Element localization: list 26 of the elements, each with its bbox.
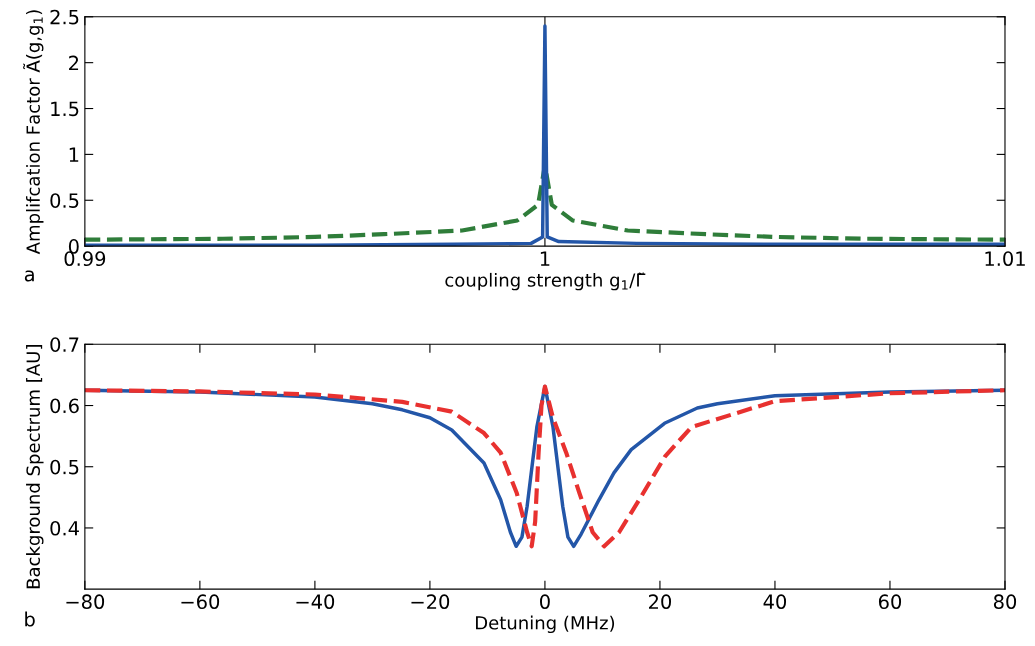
y-axis-title: Background Spectrum [AU] <box>26 345 44 589</box>
text: b <box>25 611 35 627</box>
x-tick-label: −20 <box>411 594 450 610</box>
x-tick-label: 1.01 <box>985 251 1025 267</box>
text: a <box>24 270 34 282</box>
y-tick-label: 1.5 <box>51 101 79 117</box>
y-tick-label: 0.4 <box>50 520 79 536</box>
x-tick-label: −80 <box>66 594 105 610</box>
x-tick-label: 1 <box>540 251 550 266</box>
y-tick-label: 0.7 <box>50 337 79 352</box>
x-axis-title: Detuning (MHz) <box>476 615 615 634</box>
y-tick-label: 0.5 <box>50 459 79 475</box>
y-tick-label: 0.5 <box>50 193 79 208</box>
y-axis-title: Amplifcation Factor Ã(g,g$_{1}$) <box>23 10 44 255</box>
x-tick-label: −40 <box>296 594 335 610</box>
x-tick-label: 40 <box>763 594 787 610</box>
x-tick-label: −60 <box>181 594 220 610</box>
y-tick-label: 0.6 <box>50 398 79 414</box>
x-tick-label: 80 <box>993 594 1017 610</box>
y-tick-label: 1 <box>69 147 79 162</box>
x-tick-label: 0 <box>540 594 550 610</box>
y-tick-label: 2.5 <box>50 9 79 25</box>
x-tick-label: 20 <box>649 594 672 610</box>
y-tick-label: 2 <box>69 55 79 71</box>
x-axis-title: coupling strength g$_{1}$/Γ̃ <box>445 272 646 291</box>
x-tick-label: 60 <box>878 594 902 610</box>
